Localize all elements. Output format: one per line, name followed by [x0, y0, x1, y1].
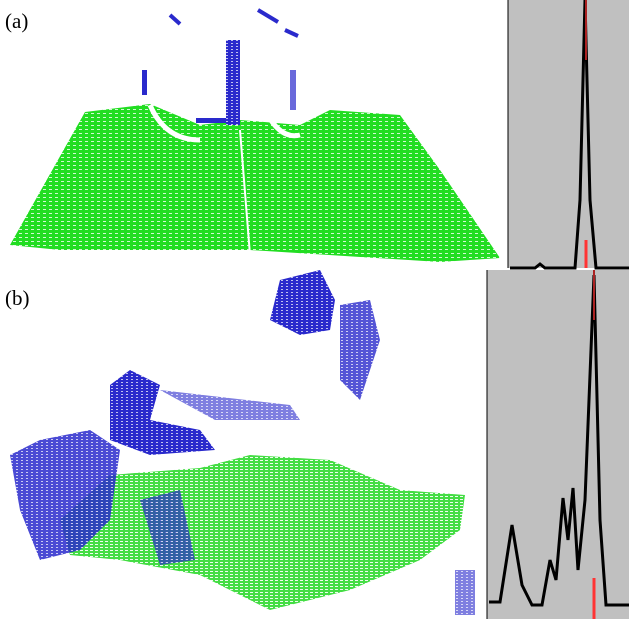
- histogram-b: [486, 270, 629, 619]
- histogram-a: [507, 0, 629, 270]
- panel-label: (a): [5, 9, 28, 33]
- point-cloud-a: [10, 8, 500, 262]
- point-cloud-b: [10, 270, 475, 615]
- panel-label: (b): [5, 286, 30, 310]
